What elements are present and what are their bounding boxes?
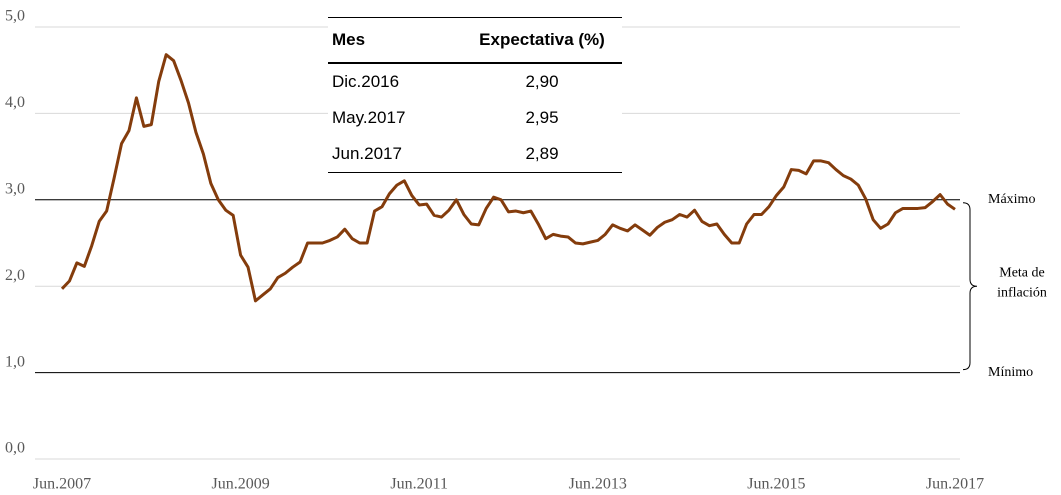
table-cell: Jun.2017 [332,144,402,163]
line-series [60,53,956,303]
table-cell: 2,89 [525,144,559,163]
target-label: Máximo [988,192,1035,207]
y-tick-label: 1,0 [5,353,25,370]
column-header: Expectativa (%) [479,30,605,49]
table-row: Dic.2016 2,90 [328,64,622,100]
target-label: Mínimo [988,365,1033,380]
x-tick-label: Jun.2013 [569,476,627,493]
y-tick-label: 0,0 [5,440,25,457]
y-tick-label: 5,0 [5,8,25,25]
column-header: Mes [332,30,366,49]
table-cell: 2,90 [525,72,559,91]
y-tick-label: 3,0 [5,180,25,197]
table-row: May.2017 2,95 [328,100,622,136]
table-header: Mes Expectativa (%) [328,18,622,64]
table-cell: Dic.2016 [332,72,400,91]
x-tick-label: Jun.2017 [926,476,984,493]
brace [962,202,978,371]
table-cell: 2,95 [525,108,559,127]
x-tick-label: Jun.2011 [390,476,448,493]
table-row: Jun.2017 2,89 [328,136,622,172]
x-tick-label: Jun.2009 [211,476,269,493]
y-tick-label: 4,0 [5,94,25,111]
y-tick-label: 2,0 [5,267,25,284]
target-annotation: inflación [997,285,1047,300]
table-cell: May.2017 [332,108,406,127]
target-annotation: Meta de [999,265,1044,280]
x-tick-label: Jun.2015 [747,476,805,493]
x-tick-label: Jun.2007 [33,476,91,493]
expectation-table: Mes Expectativa (%) Dic.2016 2,90 May.2017… [328,17,622,173]
